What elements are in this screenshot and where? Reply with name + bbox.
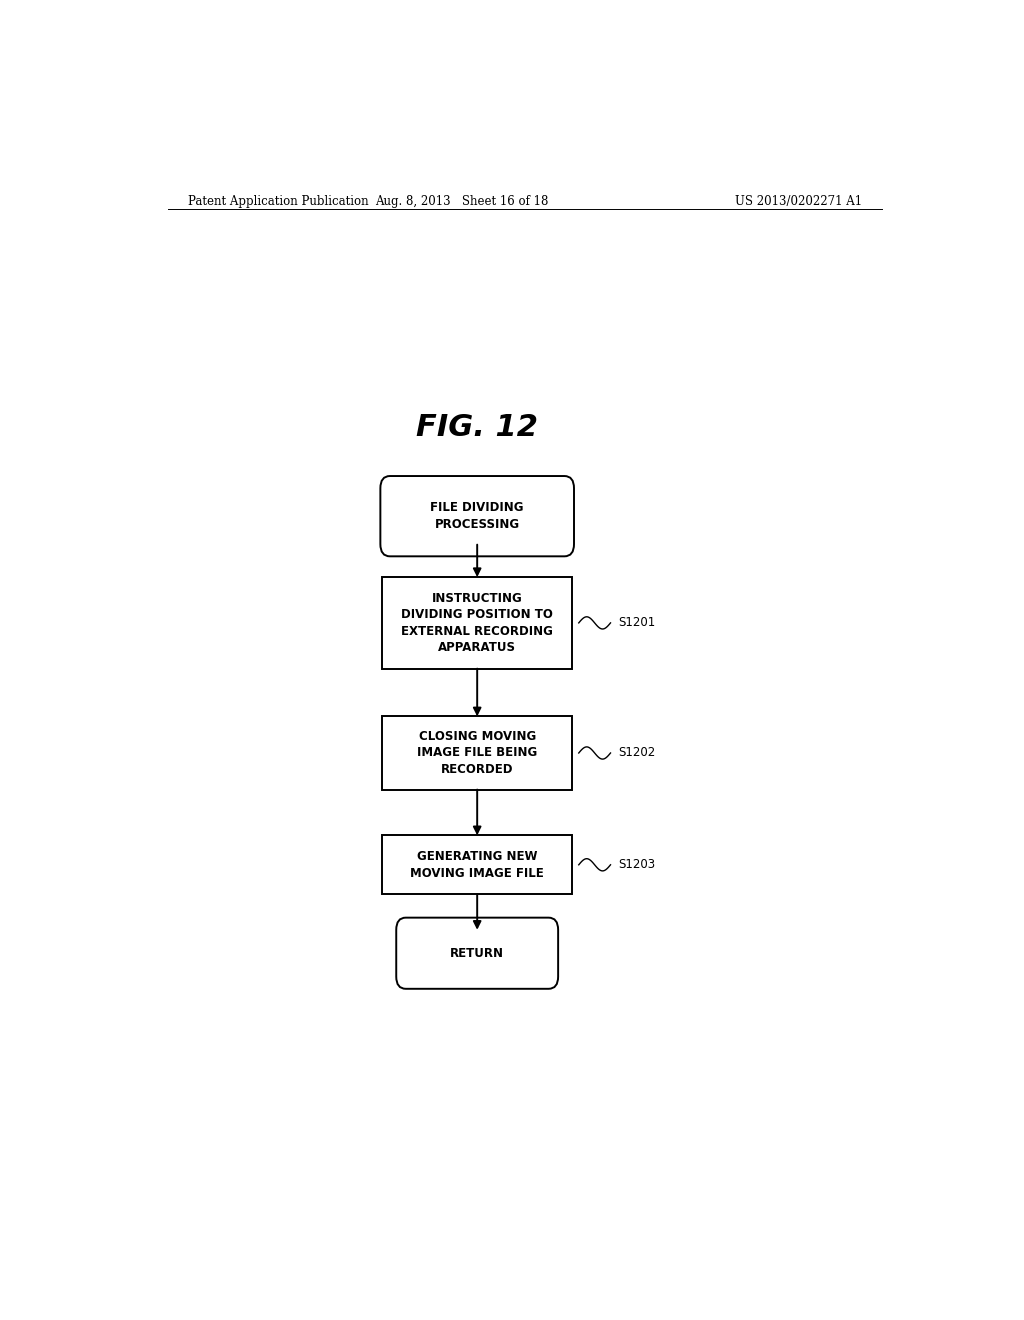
Text: Aug. 8, 2013   Sheet 16 of 18: Aug. 8, 2013 Sheet 16 of 18 [375,194,548,207]
Bar [382,717,572,789]
Text: Patent Application Publication: Patent Application Publication [187,194,369,207]
Text: S1202: S1202 [618,747,655,759]
Text: FILE DIVIDING
PROCESSING: FILE DIVIDING PROCESSING [430,502,524,531]
FancyBboxPatch shape [380,477,574,556]
Text: US 2013/0202271 A1: US 2013/0202271 A1 [735,194,862,207]
Text: S1201: S1201 [618,616,655,630]
Text: RETURN: RETURN [451,946,504,960]
Text: INSTRUCTING
DIVIDING POSITION TO
EXTERNAL RECORDING
APPARATUS: INSTRUCTING DIVIDING POSITION TO EXTERNA… [401,591,553,655]
Text: CLOSING MOVING
IMAGE FILE BEING
RECORDED: CLOSING MOVING IMAGE FILE BEING RECORDED [417,730,538,776]
FancyBboxPatch shape [396,917,558,989]
Bar [382,836,572,894]
Bar [382,577,572,669]
Text: FIG. 12: FIG. 12 [416,413,539,442]
Text: S1203: S1203 [618,858,655,871]
Text: GENERATING NEW
MOVING IMAGE FILE: GENERATING NEW MOVING IMAGE FILE [411,850,544,879]
